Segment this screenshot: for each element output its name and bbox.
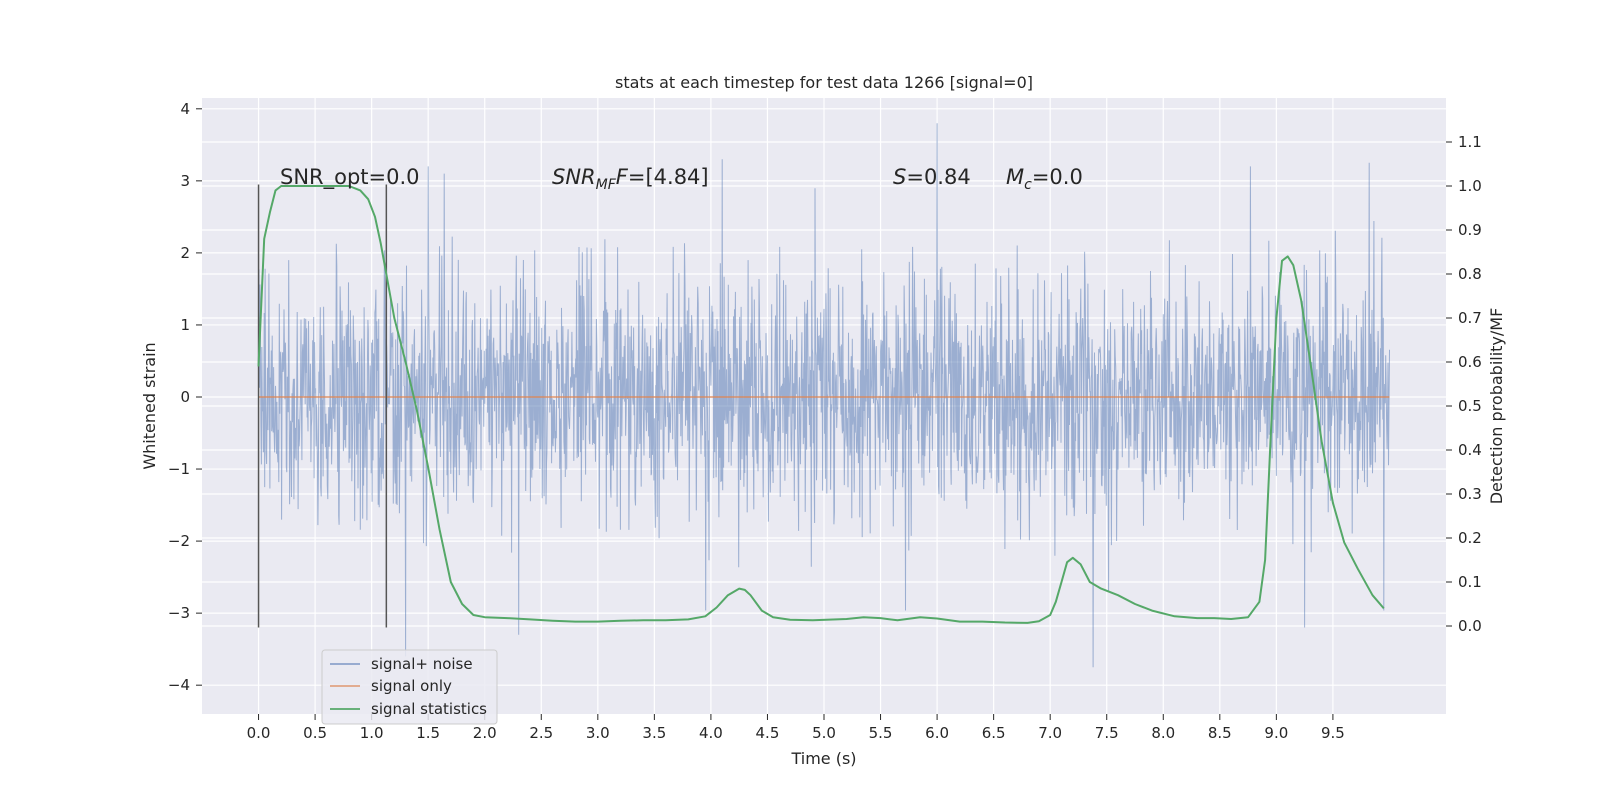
y-right-tick-label: 0.3 bbox=[1458, 485, 1482, 503]
snr-mf-value: =[4.84] bbox=[628, 165, 709, 189]
y-right-tick-label: 0.9 bbox=[1458, 221, 1482, 239]
x-tick-label: 5.0 bbox=[812, 724, 836, 742]
legend-label-signal: signal only bbox=[371, 677, 452, 695]
mc-subscript: c bbox=[1024, 177, 1032, 193]
statistics-series bbox=[257, 185, 1385, 624]
chart-title: stats at each timestep for test data 126… bbox=[615, 73, 1033, 92]
y-right-tick-label: 0.8 bbox=[1458, 265, 1482, 283]
y-right-tick-label: 0.7 bbox=[1458, 309, 1482, 327]
y-tick-label: 1 bbox=[180, 316, 190, 334]
legend-label-statistics: signal statistics bbox=[371, 700, 487, 718]
y-right-tick-label: 1.0 bbox=[1458, 177, 1482, 195]
x-tick-label: 9.0 bbox=[1264, 724, 1288, 742]
x-axis-label: Time (s) bbox=[790, 749, 856, 768]
x-tick-label: 1.0 bbox=[360, 724, 384, 742]
snr-mf-annotation: SNRMFF=[4.84] bbox=[552, 165, 709, 193]
legend-box bbox=[321, 649, 498, 725]
mc-symbol: M bbox=[1006, 165, 1024, 189]
legend-label-noise: signal+ noise bbox=[371, 655, 473, 673]
x-tick-label: 3.5 bbox=[642, 724, 666, 742]
y-axis-right-label: Detection probability/MF bbox=[1487, 308, 1506, 505]
y-tick-label: −1 bbox=[168, 460, 190, 478]
x-tick-label: 4.0 bbox=[699, 724, 723, 742]
snr-mf-symbol: SNR bbox=[552, 165, 596, 189]
mc-value: =0.0 bbox=[1032, 165, 1083, 189]
y-right-tick-label: 1.1 bbox=[1458, 133, 1482, 151]
noise-trace bbox=[258, 123, 1390, 668]
x-tick-label: 2.0 bbox=[473, 724, 497, 742]
x-tick-label: 4.5 bbox=[756, 724, 780, 742]
y-tick-label: −3 bbox=[168, 604, 190, 622]
snr-mf-subscript: MF bbox=[596, 177, 617, 193]
y-right-tick-label: 0.2 bbox=[1458, 529, 1482, 547]
y-right-tick-label: 0.4 bbox=[1458, 441, 1482, 459]
x-tick-label: 6.5 bbox=[982, 724, 1006, 742]
legend: signal+ noise signal only signal statist… bbox=[321, 649, 498, 725]
y-tick-label: 4 bbox=[180, 100, 190, 118]
x-tick-label: 7.0 bbox=[1038, 724, 1062, 742]
x-tick-label: 7.5 bbox=[1095, 724, 1119, 742]
y-right-tick-label: 0.6 bbox=[1458, 353, 1482, 371]
y-axis-label: Whitened strain bbox=[140, 342, 159, 469]
x-tick-label: 9.5 bbox=[1321, 724, 1345, 742]
snr-opt-annotation: SNR_opt=0.0 bbox=[280, 165, 420, 190]
x-tick-label: 0.5 bbox=[303, 724, 327, 742]
y-tick-label: −4 bbox=[168, 676, 190, 694]
y-tick-label: 0 bbox=[180, 388, 190, 406]
s-annotation: S=0.84 bbox=[893, 165, 971, 189]
x-tick-label: 2.5 bbox=[529, 724, 553, 742]
y-tick-label: 3 bbox=[180, 172, 190, 190]
x-tick-label: 1.5 bbox=[416, 724, 440, 742]
s-value: =0.84 bbox=[906, 165, 970, 189]
time-markers bbox=[257, 184, 388, 628]
y-tick-label: −2 bbox=[168, 532, 190, 550]
y-right-tick-label: 0.1 bbox=[1458, 573, 1482, 591]
noise-series bbox=[258, 123, 1390, 668]
x-tick-label: 8.5 bbox=[1208, 724, 1232, 742]
x-tick-label: 8.0 bbox=[1151, 724, 1175, 742]
x-tick-label: 0.0 bbox=[247, 724, 271, 742]
mc-annotation: Mc=0.0 bbox=[1006, 165, 1083, 193]
axes: 0.0 0.5 1.0 1.5 2.0 2.5 3.0 3.5 4.0 4.5 5.0 5.5 6.0 6… bbox=[168, 100, 1482, 742]
y-right-tick-label: 0.0 bbox=[1458, 617, 1482, 635]
x-tick-label: 3.0 bbox=[586, 724, 610, 742]
statistics-trace bbox=[257, 185, 1385, 624]
snr-mf-f: F bbox=[616, 165, 629, 189]
x-tick-label: 5.5 bbox=[869, 724, 893, 742]
y-tick-label: 2 bbox=[180, 244, 190, 262]
y-right-tick-label: 0.5 bbox=[1458, 397, 1482, 415]
x-tick-label: 6.0 bbox=[925, 724, 949, 742]
s-symbol: S bbox=[893, 165, 906, 189]
